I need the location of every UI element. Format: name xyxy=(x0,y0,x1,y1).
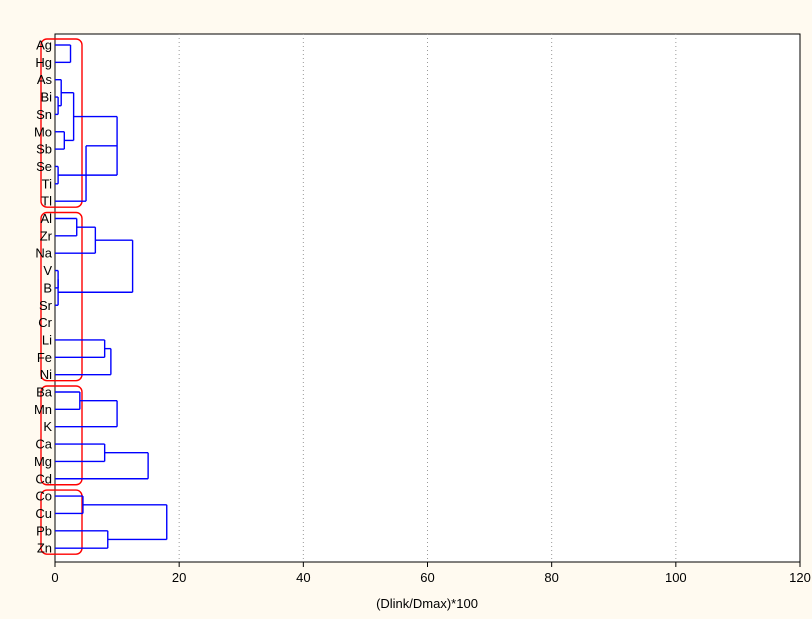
leaf-label: Cd xyxy=(35,471,52,486)
leaf-label: Na xyxy=(35,246,52,261)
x-axis-ticks: 0 20 40 60 80 100 120 xyxy=(51,562,811,585)
leaf-label: Co xyxy=(35,489,52,504)
dendrogram-links xyxy=(55,44,168,549)
leaf-label: Ag xyxy=(36,38,52,53)
leaf-label: Mo xyxy=(34,124,52,139)
leaf-label: Mn xyxy=(34,402,52,417)
leaf-label: Ca xyxy=(35,437,52,452)
cluster-outline xyxy=(40,211,83,382)
x-tick-label: 80 xyxy=(544,570,558,585)
leaf-label: Hg xyxy=(35,55,52,70)
x-tick-label: 60 xyxy=(420,570,434,585)
leaf-label: Se xyxy=(36,159,52,174)
x-tick-label: 0 xyxy=(51,570,58,585)
cluster-highlights xyxy=(40,38,83,555)
leaf-label: Zn xyxy=(37,541,52,556)
x-tick-label: 20 xyxy=(172,570,186,585)
cluster-outline xyxy=(40,385,83,486)
leaf-label: Sb xyxy=(36,142,52,157)
leaf-label: Zr xyxy=(40,228,53,243)
leaf-label: Fe xyxy=(37,350,52,365)
leaf-label: Mg xyxy=(34,454,52,469)
x-tick-label: 120 xyxy=(789,570,811,585)
leaf-label: Al xyxy=(40,211,52,226)
leaf-label: Sr xyxy=(39,298,53,313)
leaf-label: Li xyxy=(42,332,52,347)
leaf-label: Bi xyxy=(40,90,52,105)
leaf-label: Cu xyxy=(35,506,52,521)
leaf-label: V xyxy=(43,263,52,278)
leaf-label: As xyxy=(37,72,53,87)
leaf-label: Tl xyxy=(41,194,52,209)
x-tick-label: 40 xyxy=(296,570,310,585)
leaf-labels: Ag Hg As Bi Sn Mo Sb Se Ti Tl Al Zr Na VB Sr Cr Li Fe Ni Ba… xyxy=(34,38,53,556)
leaf-label: K xyxy=(43,419,52,434)
cluster-outline xyxy=(40,38,83,208)
leaf-label: Ni xyxy=(40,367,52,382)
leaf-label: B xyxy=(43,280,52,295)
leaf-label: Cr xyxy=(38,315,52,330)
leaf-label: Ba xyxy=(36,385,53,400)
leaf-label: Sn xyxy=(36,107,52,122)
grid-lines xyxy=(178,34,677,562)
leaf-label: Pb xyxy=(36,523,52,538)
leaf-label: Ti xyxy=(42,176,52,191)
x-tick-label: 100 xyxy=(665,570,687,585)
cluster-outline xyxy=(40,489,83,555)
x-axis-label: (Dlink/Dmax)*100 xyxy=(376,596,478,611)
